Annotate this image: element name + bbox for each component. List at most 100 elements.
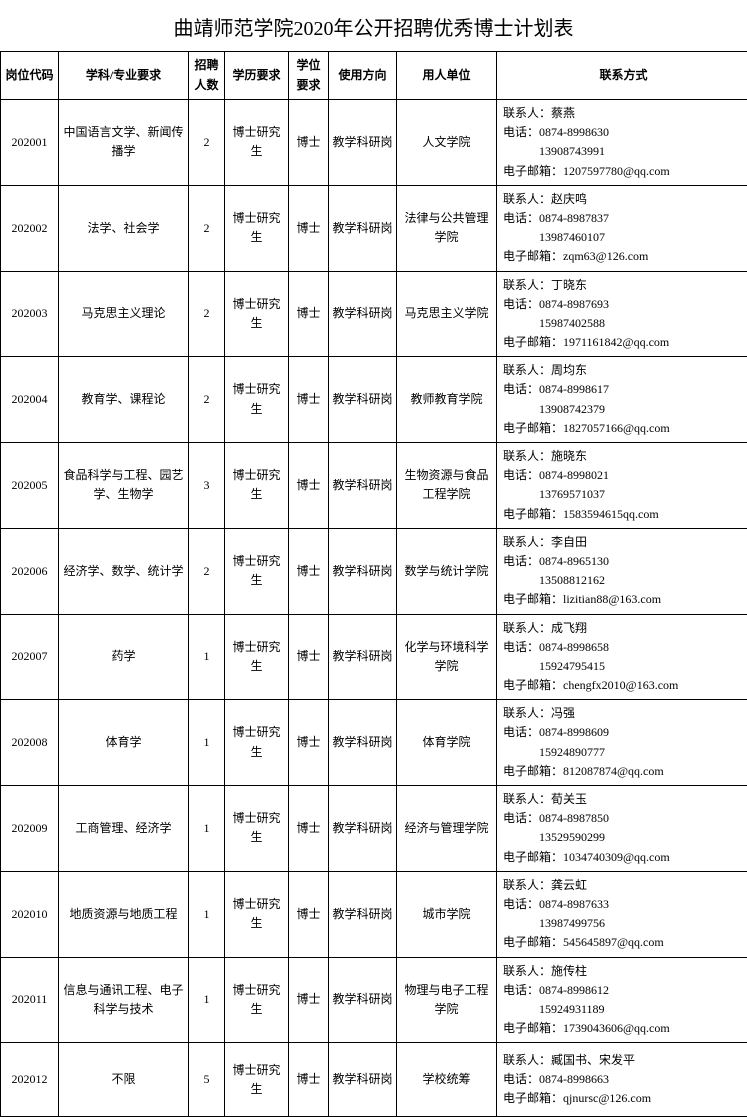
cell-subject: 体育学 <box>59 700 189 786</box>
cell-degree: 博士 <box>289 871 329 957</box>
cell-subject: 经济学、数学、统计学 <box>59 528 189 614</box>
cell-subject: 食品科学与工程、园艺学、生物学 <box>59 443 189 529</box>
cell-degree: 博士 <box>289 185 329 271</box>
cell-degree: 博士 <box>289 786 329 872</box>
table-row: 202004教育学、课程论2博士研究生博士教学科研岗教师教育学院联系人：周均东电… <box>1 357 747 443</box>
contact-phone-2: 13987499756 <box>503 914 744 933</box>
cell-edu: 博士研究生 <box>225 357 289 443</box>
cell-use: 教学科研岗 <box>329 528 397 614</box>
cell-code: 202005 <box>1 443 59 529</box>
table-body: 202001中国语言文学、新闻传播学2博士研究生博士教学科研岗人文学院联系人：蔡… <box>1 100 747 1117</box>
cell-contact: 联系人：施晓东电话：0874-899802113769571037电子邮箱：15… <box>497 443 747 529</box>
cell-contact: 联系人：臧国书、宋发平电话：0874-8998663电子邮箱：qjnursc@1… <box>497 1043 747 1117</box>
cell-count: 2 <box>189 528 225 614</box>
cell-subject: 教育学、课程论 <box>59 357 189 443</box>
contact-email: 电子邮箱：zqm63@126.com <box>503 247 744 266</box>
cell-unit: 体育学院 <box>397 700 497 786</box>
cell-unit: 化学与环境科学学院 <box>397 614 497 700</box>
contact-person: 联系人：李自田 <box>503 533 744 552</box>
cell-subject: 药学 <box>59 614 189 700</box>
cell-edu: 博士研究生 <box>225 871 289 957</box>
cell-code: 202001 <box>1 100 59 186</box>
cell-unit: 物理与电子工程学院 <box>397 957 497 1043</box>
cell-code: 202003 <box>1 271 59 357</box>
cell-code: 202011 <box>1 957 59 1043</box>
contact-phone: 电话：0874-8998612 <box>503 981 744 1000</box>
contact-phone-2: 13908743991 <box>503 142 744 161</box>
contact-phone: 电话：0874-8998617 <box>503 380 744 399</box>
recruitment-table: 岗位代码 学科/专业要求 招聘人数 学历要求 学位要求 使用方向 用人单位 联系… <box>0 51 747 1117</box>
cell-use: 教学科研岗 <box>329 271 397 357</box>
cell-use: 教学科研岗 <box>329 614 397 700</box>
contact-phone-2: 15987402588 <box>503 314 744 333</box>
contact-email: 电子邮箱：1583594615qq.com <box>503 505 744 524</box>
cell-use: 教学科研岗 <box>329 957 397 1043</box>
contact-phone-2: 13987460107 <box>503 228 744 247</box>
contact-phone-2: 15924890777 <box>503 743 744 762</box>
cell-subject: 马克思主义理论 <box>59 271 189 357</box>
contact-email: 电子邮箱：1827057166@qq.com <box>503 419 744 438</box>
cell-contact: 联系人：施传柱电话：0874-899861215924931189电子邮箱：17… <box>497 957 747 1043</box>
cell-count: 1 <box>189 614 225 700</box>
contact-phone-2: 15924795415 <box>503 657 744 676</box>
cell-count: 1 <box>189 871 225 957</box>
table-row: 202012不限5博士研究生博士教学科研岗学校统筹联系人：臧国书、宋发平电话：0… <box>1 1043 747 1117</box>
cell-unit: 生物资源与食品工程学院 <box>397 443 497 529</box>
table-row: 202011信息与通讯工程、电子科学与技术1博士研究生博士教学科研岗物理与电子工… <box>1 957 747 1043</box>
contact-person: 联系人：丁晓东 <box>503 276 744 295</box>
col-edu: 学历要求 <box>225 52 289 100</box>
contact-person: 联系人：周均东 <box>503 361 744 380</box>
cell-edu: 博士研究生 <box>225 528 289 614</box>
cell-degree: 博士 <box>289 957 329 1043</box>
cell-contact: 联系人：丁晓东电话：0874-898769315987402588电子邮箱：19… <box>497 271 747 357</box>
col-degree: 学位要求 <box>289 52 329 100</box>
cell-code: 202008 <box>1 700 59 786</box>
cell-contact: 联系人：荀关玉电话：0874-898785013529590299电子邮箱：10… <box>497 786 747 872</box>
cell-count: 2 <box>189 357 225 443</box>
contact-email: 电子邮箱：1207597780@qq.com <box>503 162 744 181</box>
cell-edu: 博士研究生 <box>225 185 289 271</box>
cell-unit: 城市学院 <box>397 871 497 957</box>
table-row: 202008体育学1博士研究生博士教学科研岗体育学院联系人：冯强电话：0874-… <box>1 700 747 786</box>
cell-unit: 人文学院 <box>397 100 497 186</box>
contact-email: 电子邮箱：1971161842@qq.com <box>503 333 744 352</box>
cell-code: 202007 <box>1 614 59 700</box>
cell-edu: 博士研究生 <box>225 786 289 872</box>
table-row: 202005食品科学与工程、园艺学、生物学3博士研究生博士教学科研岗生物资源与食… <box>1 443 747 529</box>
table-row: 202003马克思主义理论2博士研究生博士教学科研岗马克思主义学院联系人：丁晓东… <box>1 271 747 357</box>
cell-use: 教学科研岗 <box>329 443 397 529</box>
contact-phone: 电话：0874-8987837 <box>503 209 744 228</box>
cell-edu: 博士研究生 <box>225 271 289 357</box>
contact-phone-2: 13908742379 <box>503 400 744 419</box>
contact-phone: 电话：0874-8998658 <box>503 638 744 657</box>
cell-degree: 博士 <box>289 100 329 186</box>
col-code: 岗位代码 <box>1 52 59 100</box>
cell-edu: 博士研究生 <box>225 1043 289 1117</box>
contact-phone-2: 15924931189 <box>503 1000 744 1019</box>
contact-phone: 电话：0874-8998663 <box>503 1070 744 1089</box>
contact-phone: 电话：0874-8998021 <box>503 466 744 485</box>
table-row: 202006经济学、数学、统计学2博士研究生博士教学科研岗数学与统计学院联系人：… <box>1 528 747 614</box>
cell-count: 1 <box>189 786 225 872</box>
cell-contact: 联系人：李自田电话：0874-896513013508812162电子邮箱：li… <box>497 528 747 614</box>
cell-edu: 博士研究生 <box>225 614 289 700</box>
contact-email: 电子邮箱：lizitian88@163.com <box>503 590 744 609</box>
cell-subject: 信息与通讯工程、电子科学与技术 <box>59 957 189 1043</box>
cell-unit: 教师教育学院 <box>397 357 497 443</box>
cell-edu: 博士研究生 <box>225 443 289 529</box>
cell-degree: 博士 <box>289 528 329 614</box>
contact-email: 电子邮箱：qjnursc@126.com <box>503 1089 744 1108</box>
cell-degree: 博士 <box>289 700 329 786</box>
contact-person: 联系人：荀关玉 <box>503 790 744 809</box>
cell-code: 202004 <box>1 357 59 443</box>
contact-person: 联系人：赵庆鸣 <box>503 190 744 209</box>
cell-code: 202002 <box>1 185 59 271</box>
contact-phone: 电话：0874-8965130 <box>503 552 744 571</box>
col-unit: 用人单位 <box>397 52 497 100</box>
cell-edu: 博士研究生 <box>225 700 289 786</box>
cell-count: 2 <box>189 185 225 271</box>
cell-subject: 工商管理、经济学 <box>59 786 189 872</box>
col-use: 使用方向 <box>329 52 397 100</box>
cell-contact: 联系人：蔡燕电话：0874-899863013908743991电子邮箱：120… <box>497 100 747 186</box>
cell-subject: 不限 <box>59 1043 189 1117</box>
